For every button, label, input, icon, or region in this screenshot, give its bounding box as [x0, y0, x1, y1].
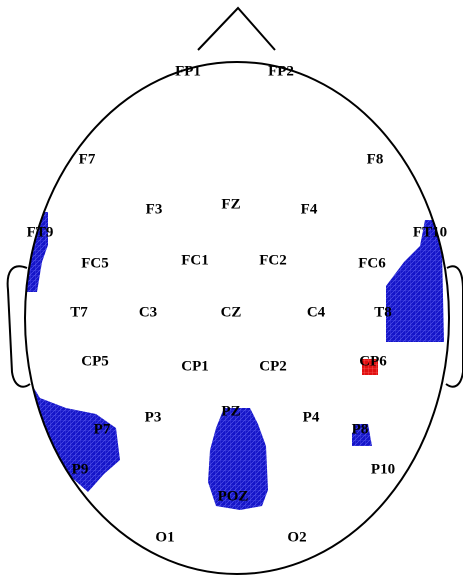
- electrode-label: FC5: [81, 255, 109, 271]
- left-ear: [6, 265, 31, 388]
- electrode-label: O2: [287, 529, 306, 545]
- region: [362, 359, 378, 375]
- nose: [197, 6, 276, 51]
- electrode-label: FC1: [181, 252, 209, 268]
- electrode-label: T7: [70, 304, 88, 320]
- electrode-label: P7: [94, 421, 111, 437]
- electrode-label: C3: [139, 304, 157, 320]
- electrode-label: CP1: [181, 358, 209, 374]
- region: [386, 220, 444, 342]
- electrode-label: F8: [367, 151, 384, 167]
- electrode-label: P8: [352, 421, 369, 437]
- electrode-label: P10: [371, 461, 395, 477]
- electrode-label: POZ: [218, 488, 249, 504]
- activation-regions: [25, 212, 444, 510]
- electrode-label: FC6: [358, 255, 386, 271]
- electrode-label: P4: [303, 409, 320, 425]
- electrode-label: P3: [145, 409, 162, 425]
- electrode-label: FT9: [27, 224, 54, 240]
- electrode-label: FT10: [413, 224, 447, 240]
- electrode-label: PZ: [221, 403, 240, 419]
- electrode-label: FP1: [175, 63, 201, 79]
- electrode-label: CP2: [259, 358, 287, 374]
- electrode-label: C4: [307, 304, 326, 320]
- electrode-label: FP2: [268, 63, 294, 79]
- electrode-label: O1: [155, 529, 174, 545]
- region: [25, 372, 120, 492]
- region: [25, 212, 48, 292]
- electrode-label: FC2: [259, 252, 287, 268]
- electrode-labels: FP1 FP2 F7 F8 F3 FZ F4 FT9 FT10 FC5 FC1 …: [27, 63, 447, 545]
- electrode-label: CP6: [359, 353, 387, 369]
- electrode-label: F3: [146, 201, 163, 217]
- electrode-label: CP5: [81, 353, 109, 369]
- electrode-label: T8: [374, 304, 392, 320]
- electrode-label: CZ: [221, 304, 242, 320]
- head-outline: [24, 61, 450, 575]
- electrode-label: F7: [79, 151, 96, 167]
- electrode-label: P9: [72, 461, 89, 477]
- region: [352, 424, 372, 446]
- electrode-label: FZ: [221, 196, 240, 212]
- right-ear: [445, 265, 463, 388]
- region: [208, 408, 268, 510]
- electrode-label: F4: [301, 201, 318, 217]
